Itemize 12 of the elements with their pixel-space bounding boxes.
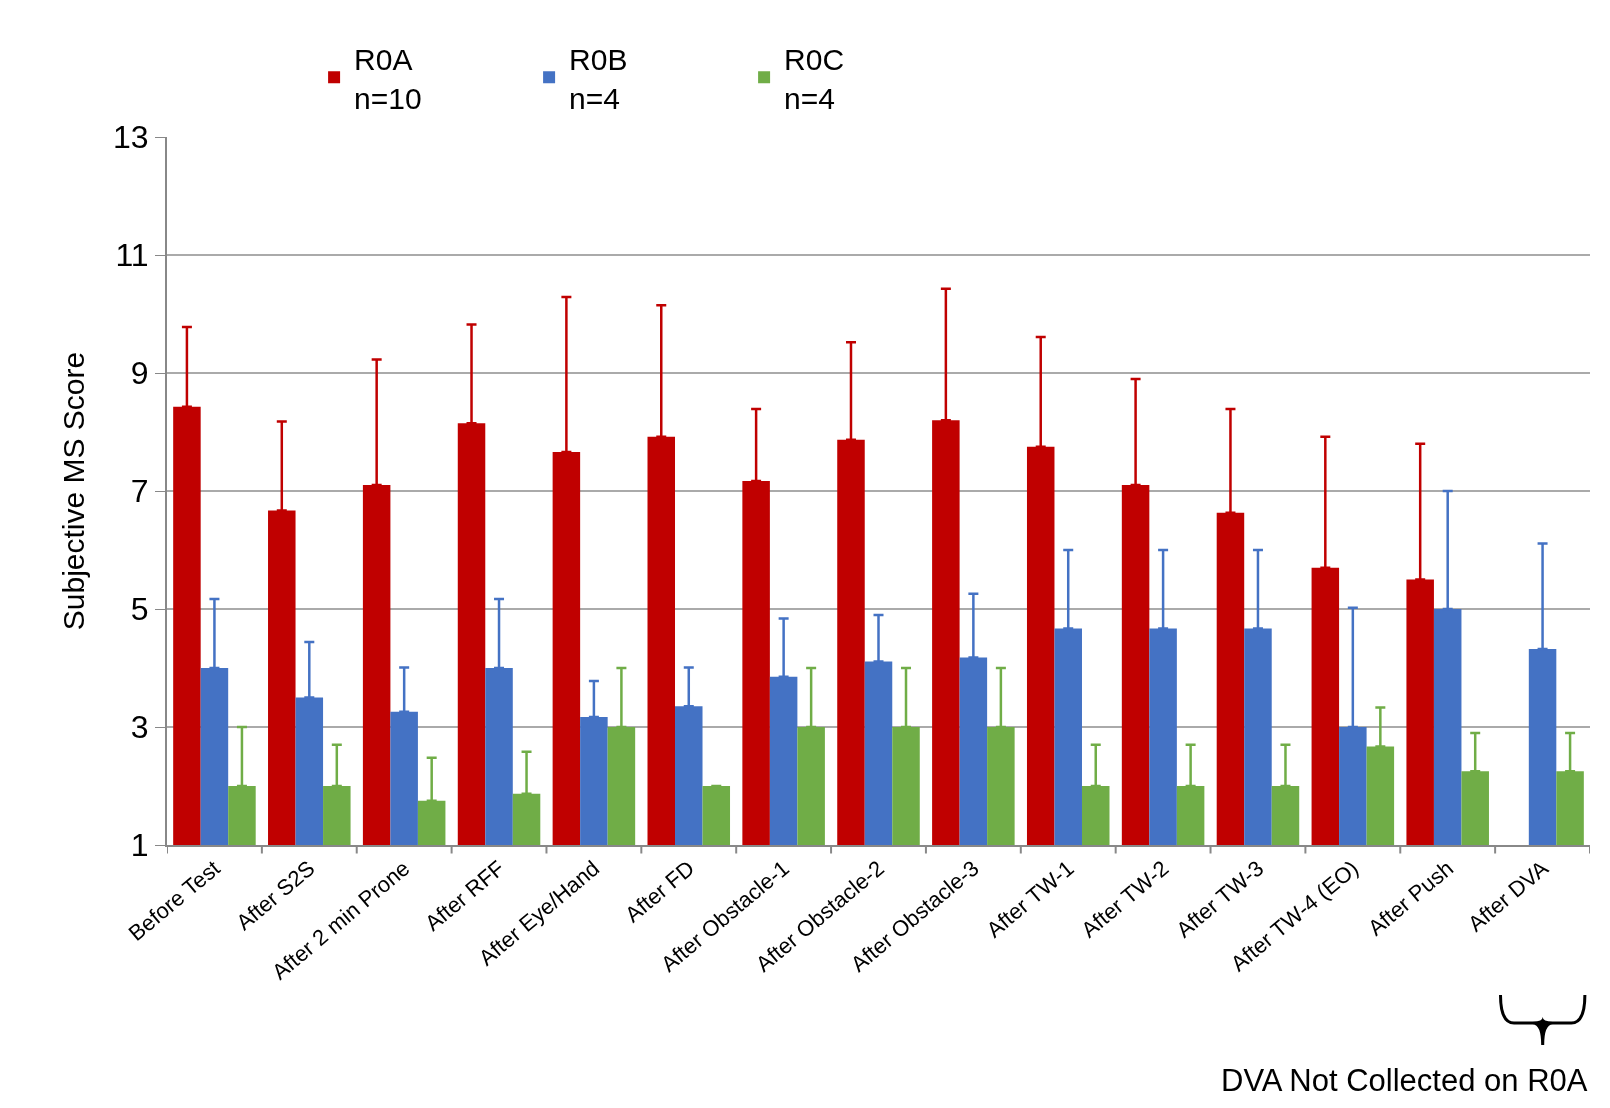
legend-label: R0C n=4 [784, 42, 845, 115]
y-tick-label: 7 [130, 473, 149, 510]
y-tick-label: 5 [130, 591, 149, 628]
y-axis-title: Subjective MS Score [56, 351, 90, 631]
legend-label: R0B n=4 [569, 42, 628, 115]
legend-label: R0A n=10 [354, 42, 422, 115]
text: DVA Not Collected on R0A [1221, 1063, 1588, 1098]
y-tick-label: 9 [130, 355, 149, 392]
y-tick-label: 11 [115, 237, 149, 274]
y-tick-label: 1 [130, 827, 149, 864]
y-tick-label: 3 [130, 709, 149, 746]
y-tick-label: 13 [113, 119, 149, 156]
